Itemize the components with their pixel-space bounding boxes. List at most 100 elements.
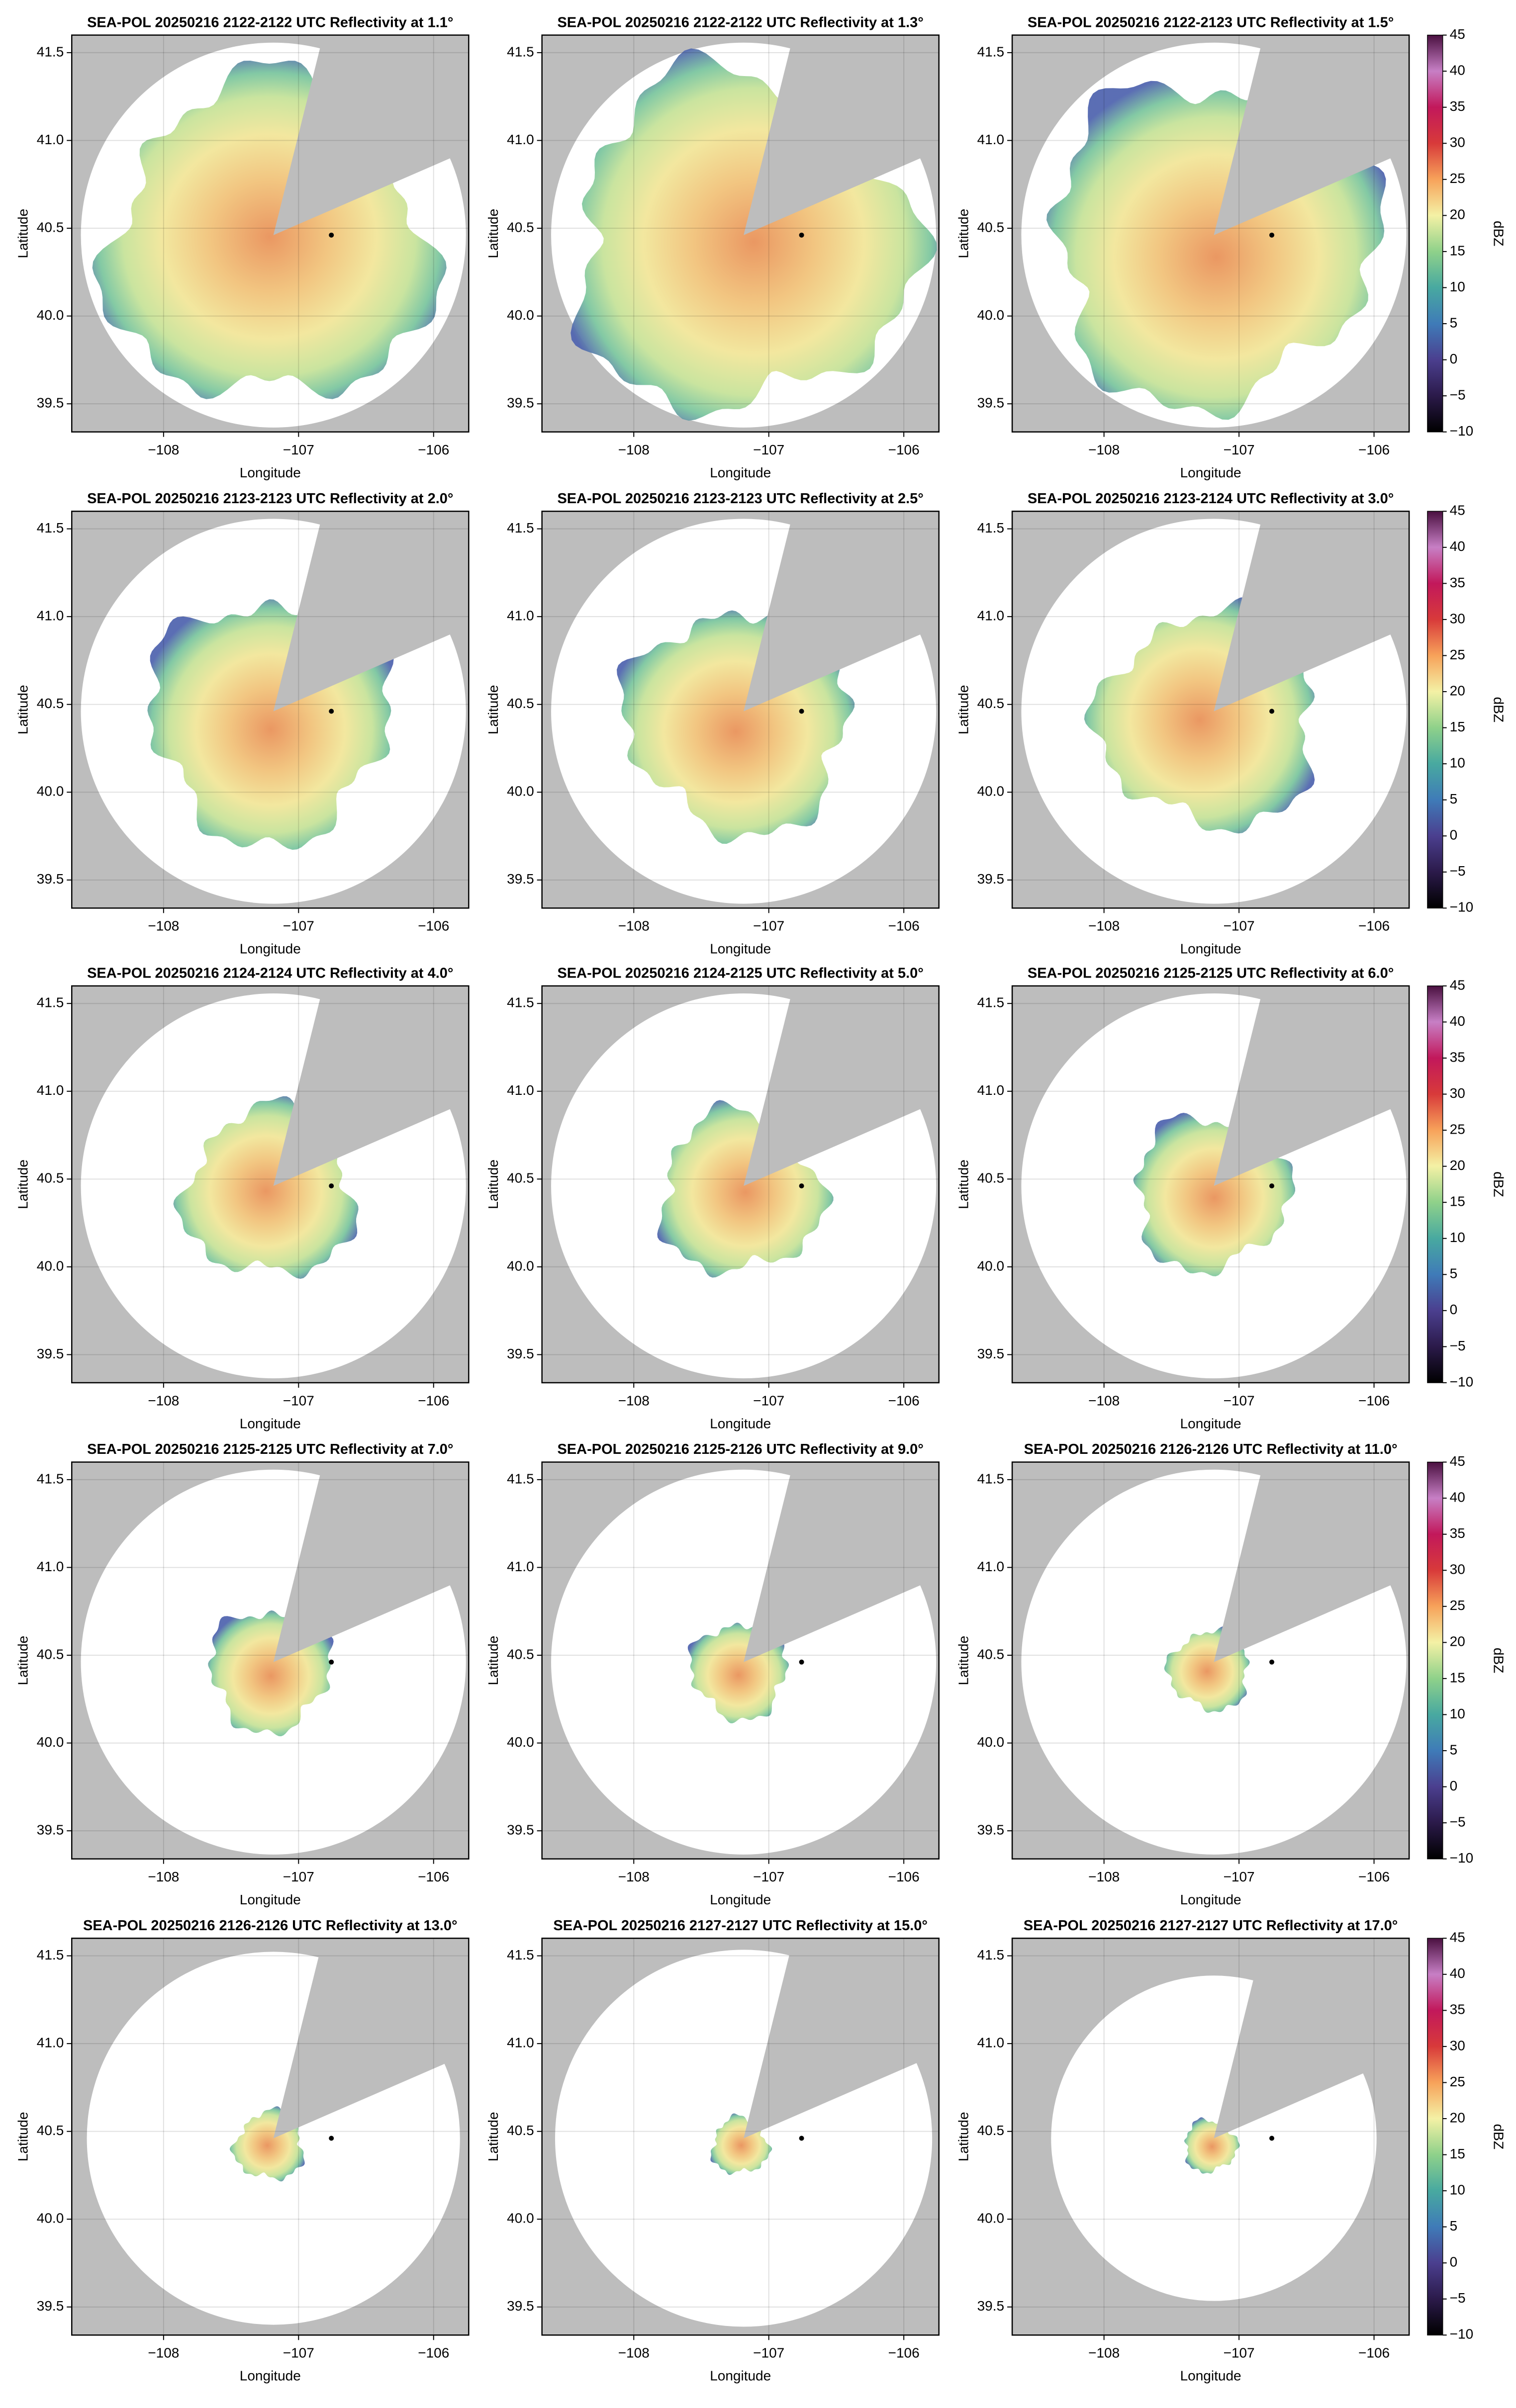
- site-marker: [329, 232, 334, 238]
- x-tick-label: −108: [148, 2345, 179, 2361]
- panel-title: SEA-POL 20250216 2123-2123 UTC Reflectiv…: [557, 491, 923, 507]
- plot-area: [1012, 985, 1410, 1383]
- panel-title: SEA-POL 20250216 2125-2125 UTC Reflectiv…: [1028, 966, 1394, 981]
- y-tick-label: 39.5: [37, 1346, 64, 1361]
- y-tick-label: 40.0: [37, 1734, 64, 1750]
- y-tick-label: 40.5: [507, 696, 534, 711]
- site-marker: [799, 2136, 804, 2141]
- x-tick-label: −106: [1358, 2345, 1390, 2361]
- plot-area: [1012, 35, 1410, 432]
- y-tick-label: 41.0: [507, 2035, 534, 2051]
- axes-frame: [541, 511, 940, 909]
- plot-area: [72, 985, 469, 1383]
- y-tick-label: 41.5: [507, 44, 534, 59]
- y-axis-label: Latitude: [485, 2112, 501, 2161]
- site-marker: [329, 709, 334, 714]
- site-marker: [1269, 1183, 1275, 1189]
- colorbar-tick-label: 35: [1450, 575, 1465, 590]
- axes-frame: [1011, 1461, 1410, 1860]
- y-tick-label: 39.5: [977, 2298, 1005, 2314]
- y-tick-label: 39.5: [37, 395, 64, 411]
- colorbar-tick-label: 15: [1450, 243, 1465, 258]
- colorbar-tick-label: 30: [1450, 2038, 1465, 2053]
- x-tick-label: −108: [148, 1869, 179, 1884]
- x-tick-label: −107: [753, 1393, 784, 1408]
- y-tick-label: 40.0: [37, 2211, 64, 2226]
- colorbar-tick-label: 5: [1450, 791, 1458, 806]
- x-axis-label: Longitude: [710, 941, 771, 957]
- y-tick-label: 41.5: [977, 44, 1005, 59]
- colorbar-tick-label: −5: [1450, 863, 1466, 879]
- x-tick-label: −108: [1088, 442, 1120, 457]
- panel-title: SEA-POL 20250216 2123-2123 UTC Reflectiv…: [87, 491, 453, 507]
- blocked-sector: [273, 1938, 469, 2139]
- plot-area: [72, 511, 469, 908]
- x-axis-label: Longitude: [710, 1892, 771, 1907]
- x-tick-label: −107: [283, 442, 314, 457]
- x-tick-label: −106: [888, 1869, 920, 1884]
- y-axis-label: Latitude: [485, 1159, 501, 1209]
- y-tick-label: 40.0: [507, 2211, 534, 2226]
- plot-area: [72, 35, 469, 432]
- y-axis-label: Latitude: [955, 685, 971, 734]
- colorbar-tick-label: 10: [1450, 1706, 1465, 1721]
- y-tick-label: 41.0: [977, 132, 1005, 147]
- x-tick-label: −107: [1224, 918, 1255, 934]
- site-marker: [1269, 2136, 1275, 2141]
- axes-frame: [71, 34, 470, 433]
- y-tick-label: 41.5: [977, 995, 1005, 1010]
- y-tick-label: 39.5: [977, 395, 1005, 411]
- colorbar-tick-label: 40: [1450, 1013, 1465, 1029]
- y-tick-label: 40.0: [507, 784, 534, 799]
- x-axis-label: Longitude: [240, 941, 301, 957]
- y-axis-label: Latitude: [485, 1636, 501, 1686]
- x-tick-label: −106: [888, 918, 920, 934]
- panel-title: SEA-POL 20250216 2126-2126 UTC Reflectiv…: [1024, 1441, 1398, 1457]
- y-tick-label: 39.5: [507, 1822, 534, 1838]
- x-axis-label: Longitude: [710, 2368, 771, 2384]
- y-tick-label: 41.5: [977, 1947, 1005, 1962]
- x-axis-label: Longitude: [710, 1416, 771, 1431]
- colorbar-tick-label: 5: [1450, 2218, 1458, 2233]
- x-tick-label: −106: [1358, 1869, 1390, 1884]
- colorbar-tick-label: 30: [1450, 135, 1465, 150]
- y-tick-label: 40.5: [37, 1170, 64, 1186]
- axes-frame: [541, 34, 940, 433]
- axes-frame: [71, 511, 470, 909]
- plot-area: [72, 1938, 469, 2335]
- x-axis-label: Longitude: [1180, 1416, 1241, 1431]
- x-tick-label: −108: [618, 1869, 650, 1884]
- colorbar-tick-label: 0: [1450, 1778, 1458, 1793]
- y-tick-label: 40.0: [977, 1734, 1005, 1750]
- blocked-sector: [744, 1938, 939, 2139]
- y-tick-label: 41.5: [507, 520, 534, 535]
- colorbar-tick-label: 0: [1450, 827, 1458, 843]
- blocked-sector: [1214, 1938, 1410, 2139]
- y-tick-label: 41.5: [977, 1471, 1005, 1486]
- y-tick-label: 39.5: [507, 1346, 534, 1361]
- blocked-sector: [744, 985, 939, 1186]
- plot-area: [1012, 511, 1410, 908]
- axes-frame: [1011, 1937, 1410, 2336]
- site-marker: [799, 709, 804, 714]
- colorbar-tick-label: 15: [1450, 719, 1465, 734]
- x-axis-label: Longitude: [710, 465, 771, 480]
- panel-title: SEA-POL 20250216 2127-2127 UTC Reflectiv…: [553, 1918, 928, 1934]
- axes-frame: [541, 1937, 940, 2336]
- x-axis-label: Longitude: [1180, 465, 1241, 480]
- y-tick-label: 40.0: [37, 1258, 64, 1273]
- colorbar-tick-label: 35: [1450, 98, 1465, 114]
- colorbar-tick-label: 5: [1450, 1742, 1458, 1757]
- plot-area: [542, 985, 939, 1383]
- x-tick-label: −106: [1358, 918, 1390, 934]
- x-tick-label: −106: [1358, 1393, 1390, 1408]
- plot-area: [1012, 1462, 1410, 1859]
- colorbar-tick-label: −5: [1450, 2290, 1466, 2306]
- colorbar-tick-label: 0: [1450, 2254, 1458, 2270]
- colorbar-tick-label: 30: [1450, 611, 1465, 626]
- axes-frame: [541, 985, 940, 1384]
- x-axis-label: Longitude: [240, 1416, 301, 1431]
- y-tick-label: 40.0: [977, 2211, 1005, 2226]
- axes-frame: [1011, 511, 1410, 909]
